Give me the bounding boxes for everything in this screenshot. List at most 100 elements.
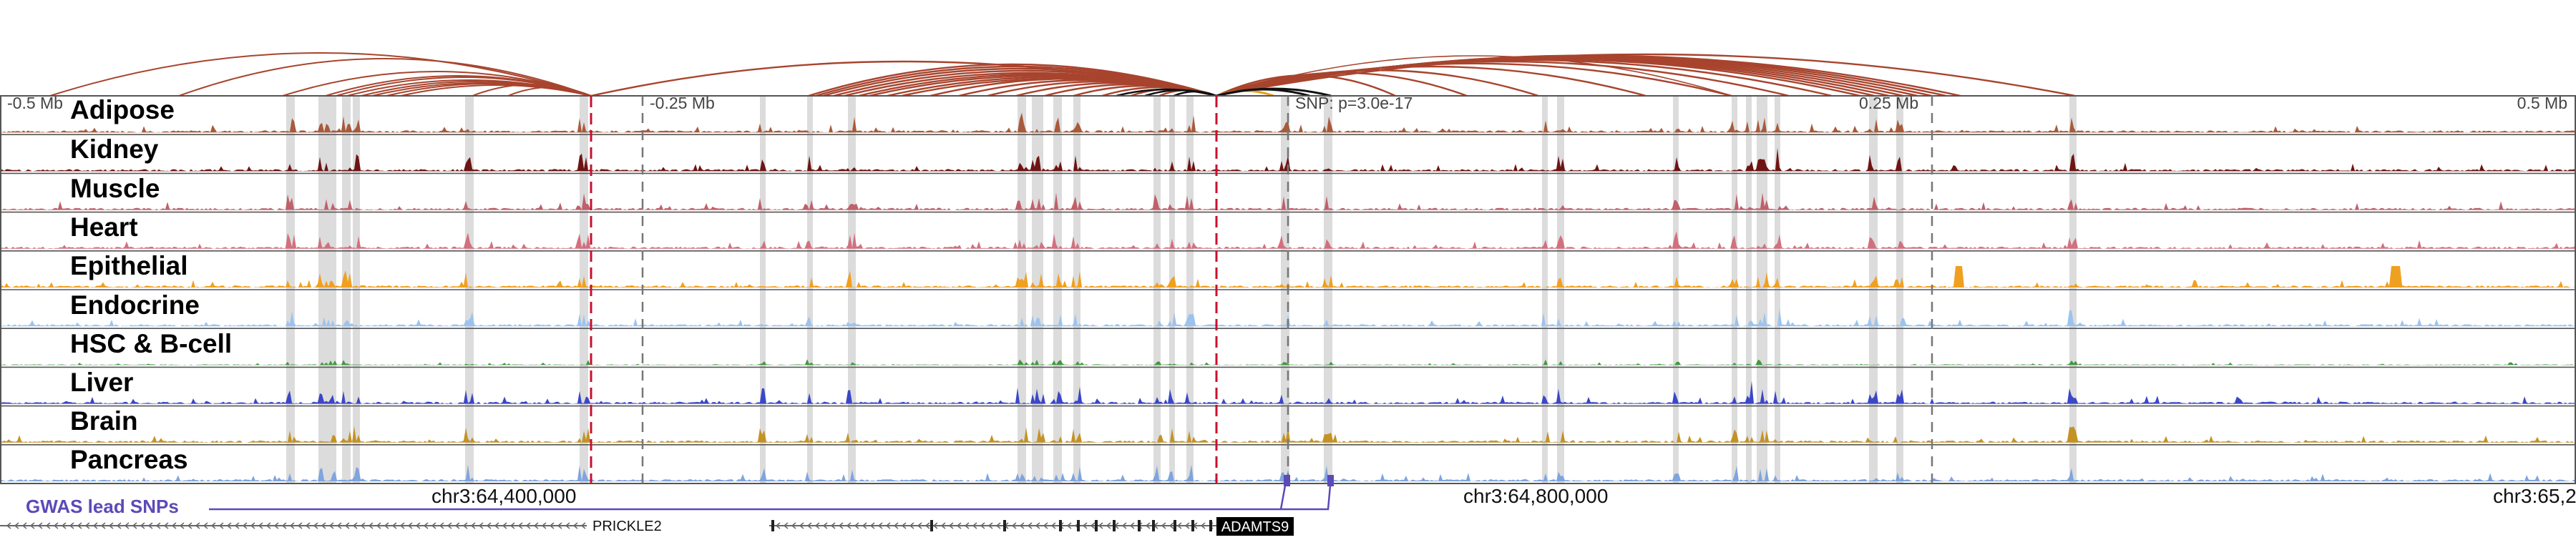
strand-arrow (336, 522, 342, 529)
strand-arrow (1106, 522, 1111, 529)
track-label-heart: Heart (70, 212, 138, 242)
strand-arrow (265, 522, 271, 529)
exon (1138, 520, 1141, 531)
strand-arrow (258, 522, 263, 529)
strand-arrow (1090, 522, 1096, 529)
track-label-brain: Brain (70, 406, 138, 436)
loop-arc (507, 87, 592, 97)
gene-label-adamts9[interactable]: ADAMTS9 (1221, 519, 1289, 535)
strand-arrow (352, 522, 358, 529)
adamts9-strand-arrows (775, 522, 1214, 529)
strand-arrow (447, 522, 452, 529)
strand-arrow (1043, 522, 1048, 529)
strand-arrow (1200, 522, 1206, 529)
strand-arrow (163, 522, 169, 529)
exon (1077, 520, 1080, 531)
strand-arrow (92, 522, 98, 529)
strand-arrow (179, 522, 185, 529)
strand-arrow (1169, 522, 1174, 529)
signal-track-5 (0, 308, 2576, 327)
strand-arrow (909, 522, 914, 529)
gene-label-prickle2[interactable]: PRICKLE2 (592, 519, 662, 534)
exon (1095, 520, 1098, 531)
strand-arrow (124, 522, 130, 529)
coordinate-label-65200000: chr3:65,2 (2493, 485, 2576, 507)
strand-arrow (1082, 522, 1088, 529)
strand-arrow (391, 522, 397, 529)
gwas-snp-marker[interactable] (1284, 475, 1290, 486)
strand-arrow (1011, 522, 1017, 529)
strand-arrow (822, 522, 828, 529)
strand-arrow (234, 522, 240, 529)
gwas-track: GWAS lead SNPs (26, 475, 1334, 517)
signal-track-7 (0, 381, 2576, 404)
chromatin-loop-arcs (49, 52, 2076, 97)
strand-arrow (226, 522, 232, 529)
gene-track: PRICKLE2 ADAMTS9 (0, 517, 1294, 536)
strand-arrow (313, 522, 318, 529)
track-label-liver: Liver (70, 368, 133, 397)
strand-arrow (69, 522, 74, 529)
exon (930, 520, 933, 531)
strand-arrow (140, 522, 145, 529)
track-label-pancreas: Pancreas (70, 445, 188, 474)
gwas-snp-marker[interactable] (1327, 475, 1334, 486)
strand-arrow (132, 522, 137, 529)
track-labels: Adipose Kidney Muscle Heart Epithelial E… (70, 95, 232, 474)
strand-arrow (972, 522, 977, 529)
strand-arrow (565, 522, 570, 529)
strand-arrow (517, 522, 523, 529)
strand-arrow (470, 522, 476, 529)
exon (1003, 520, 1006, 531)
loop-arc (1173, 90, 1217, 97)
strand-arrow (376, 522, 381, 529)
strand-arrow (572, 522, 578, 529)
strand-arrow (37, 522, 43, 529)
strand-arrow (1129, 522, 1135, 529)
strand-arrow (1184, 522, 1190, 529)
distance-label-minus-0-5mb: -0.5 Mb (7, 94, 63, 112)
strand-arrow (924, 522, 930, 529)
strand-arrow (407, 522, 413, 529)
strand-arrow (1027, 522, 1033, 529)
signal-track-8 (0, 426, 2576, 443)
strand-arrow (791, 522, 796, 529)
strand-arrow (1019, 522, 1025, 529)
strand-arrow (1050, 522, 1056, 529)
exon (771, 520, 774, 531)
distance-label-minus-0-25mb: -0.25 Mb (650, 94, 715, 112)
loop-arc (400, 84, 592, 97)
loop-arc (1216, 54, 2076, 97)
coordinate-label-64400000: chr3:64,400,000 (431, 485, 576, 507)
strand-arrow (580, 522, 586, 529)
strand-arrow (147, 522, 153, 529)
strand-arrow (45, 522, 51, 529)
exon (1113, 520, 1116, 531)
exon (1152, 520, 1155, 531)
strand-arrow (525, 522, 531, 529)
loop-arc (282, 71, 592, 97)
strand-arrow (1176, 522, 1182, 529)
strand-arrow (549, 522, 555, 529)
loop-arc (49, 52, 592, 97)
strand-arrow (399, 522, 405, 529)
track-label-hsc-b-cell: HSC & B-cell (70, 329, 232, 358)
strand-arrow (108, 522, 114, 529)
strand-arrow (932, 522, 938, 529)
distance-label-0-5mb: 0.5 Mb (2517, 94, 2567, 112)
loop-arc (1216, 87, 1332, 97)
track-label-epithelial: Epithelial (70, 251, 187, 280)
strand-arrow (454, 522, 460, 529)
strand-arrow (1145, 522, 1151, 529)
strand-arrow (53, 522, 59, 529)
strand-arrow (1035, 522, 1040, 529)
exon (1191, 520, 1194, 531)
strand-arrow (155, 522, 161, 529)
track-label-adipose: Adipose (70, 95, 175, 124)
strand-arrow (14, 522, 19, 529)
strand-arrow (940, 522, 946, 529)
strand-arrow (281, 522, 287, 529)
track-label-muscle: Muscle (70, 174, 160, 203)
strand-arrow (854, 522, 859, 529)
